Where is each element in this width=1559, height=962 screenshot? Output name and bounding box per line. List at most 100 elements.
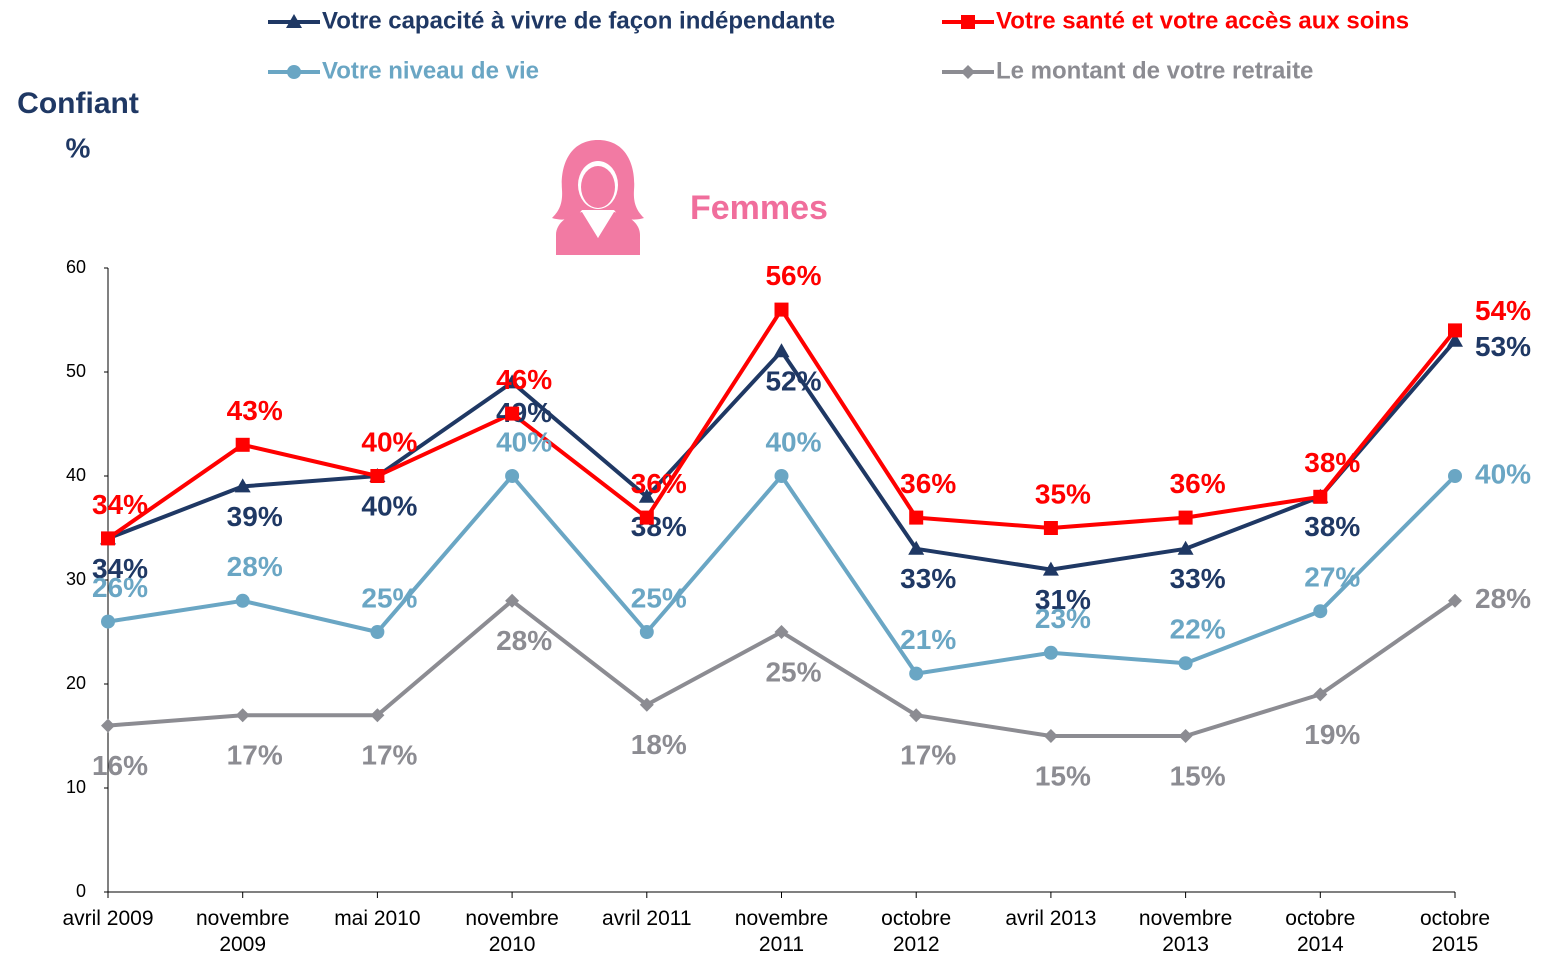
marker xyxy=(1447,332,1463,347)
x-tick-label: avril 2009 xyxy=(62,907,154,930)
y-axis-unit: % xyxy=(66,132,91,163)
marker xyxy=(1448,469,1462,483)
marker xyxy=(1042,561,1059,576)
data-label: 19% xyxy=(1304,719,1360,750)
data-label: 46% xyxy=(496,364,552,395)
marker xyxy=(505,593,520,608)
data-label: 15% xyxy=(1170,760,1226,791)
marker xyxy=(101,614,115,629)
marker xyxy=(1313,489,1328,504)
marker xyxy=(1043,645,1058,660)
x-tick-label: octobre 2015 xyxy=(1419,907,1491,956)
x-tick-label: mai 2010 xyxy=(334,907,421,930)
data-label: 40% xyxy=(1475,458,1531,489)
marker xyxy=(505,469,520,483)
data-label: 27% xyxy=(1304,562,1360,593)
data-label: 54% xyxy=(1475,295,1531,326)
y-tick-label: 40 xyxy=(66,465,86,485)
marker xyxy=(505,406,520,421)
marker xyxy=(774,302,789,317)
x-tick-label: avril 2013 xyxy=(1005,907,1097,930)
data-label: 25% xyxy=(361,582,417,613)
woman-icon xyxy=(552,140,644,255)
data-label: 38% xyxy=(1304,511,1360,542)
data-label: 25% xyxy=(631,582,687,613)
legend-item: Votre santé et votre accès aux soins xyxy=(942,7,1409,34)
data-label: 52% xyxy=(765,366,821,397)
legend-marker xyxy=(287,65,301,79)
marker xyxy=(1177,540,1194,555)
data-label: 36% xyxy=(1170,468,1226,499)
x-tick-label: octobre 2014 xyxy=(1285,907,1356,956)
data-label: 18% xyxy=(631,729,687,760)
marker xyxy=(235,708,250,723)
legend-label: Votre niveau de vie xyxy=(322,57,539,84)
y-tick-label: 0 xyxy=(76,881,86,901)
data-label: 49% xyxy=(496,397,552,428)
data-label: 34% xyxy=(92,553,148,584)
marker xyxy=(1313,604,1328,619)
y-tick-label: 50 xyxy=(66,361,86,381)
data-label: 23% xyxy=(1035,603,1091,634)
marker xyxy=(370,708,385,723)
data-label: 34% xyxy=(92,489,148,520)
data-label: 53% xyxy=(1475,331,1531,362)
y-tick-label: 20 xyxy=(66,673,86,693)
data-label: 40% xyxy=(765,426,821,457)
marker xyxy=(1313,687,1328,702)
data-label: 38% xyxy=(1304,447,1360,478)
chart-title: Femmes xyxy=(690,189,828,227)
legend-marker xyxy=(961,65,975,79)
data-label: 21% xyxy=(900,624,956,655)
legend-marker xyxy=(961,15,975,29)
marker xyxy=(908,540,925,555)
marker xyxy=(1178,510,1193,525)
marker xyxy=(638,488,655,503)
data-label: 28% xyxy=(1475,583,1531,614)
data-label: 28% xyxy=(227,551,283,582)
data-label: 40% xyxy=(496,426,552,457)
data-label: 38% xyxy=(631,511,687,542)
marker xyxy=(774,625,789,639)
marker xyxy=(234,478,251,493)
y-tick-label: 60 xyxy=(66,257,86,277)
marker xyxy=(639,510,654,525)
legend-item: Votre capacité à vivre de façon indépend… xyxy=(268,7,835,34)
data-label: 16% xyxy=(92,750,148,781)
data-label: 35% xyxy=(1035,478,1091,509)
legend-label: Votre capacité à vivre de façon indépend… xyxy=(322,7,835,34)
data-label: 40% xyxy=(361,490,417,521)
data-label: 33% xyxy=(1170,563,1226,594)
data-label: 39% xyxy=(227,501,283,532)
data-label: 15% xyxy=(1035,760,1091,791)
marker xyxy=(639,697,654,712)
x-tick-label: novembre 2009 xyxy=(195,907,290,956)
marker xyxy=(774,469,789,483)
data-label: 36% xyxy=(631,468,687,499)
legend-label: Votre santé et votre accès aux soins xyxy=(996,7,1409,34)
x-tick-label: octobre 2012 xyxy=(881,907,952,956)
marker xyxy=(773,343,790,358)
marker xyxy=(504,374,521,389)
data-label: 40% xyxy=(361,426,417,457)
marker xyxy=(235,437,250,452)
data-label: 31% xyxy=(1035,584,1091,615)
marker xyxy=(101,718,115,733)
marker xyxy=(1178,656,1193,671)
x-tick-label: novembre 2011 xyxy=(734,907,829,956)
data-label: 25% xyxy=(765,656,821,687)
marker xyxy=(370,625,385,639)
data-label: 36% xyxy=(900,468,956,499)
legend-item: Le montant de votre retraite xyxy=(942,57,1313,84)
marker xyxy=(909,708,924,723)
marker xyxy=(909,666,924,681)
data-label: 17% xyxy=(900,740,956,771)
x-tick-label: novembre 2010 xyxy=(465,907,559,956)
marker xyxy=(909,510,924,525)
marker xyxy=(1448,323,1462,338)
data-label: 33% xyxy=(900,563,956,594)
marker xyxy=(1043,521,1058,535)
x-tick-label: avril 2011 xyxy=(602,907,692,930)
marker xyxy=(1448,593,1462,608)
